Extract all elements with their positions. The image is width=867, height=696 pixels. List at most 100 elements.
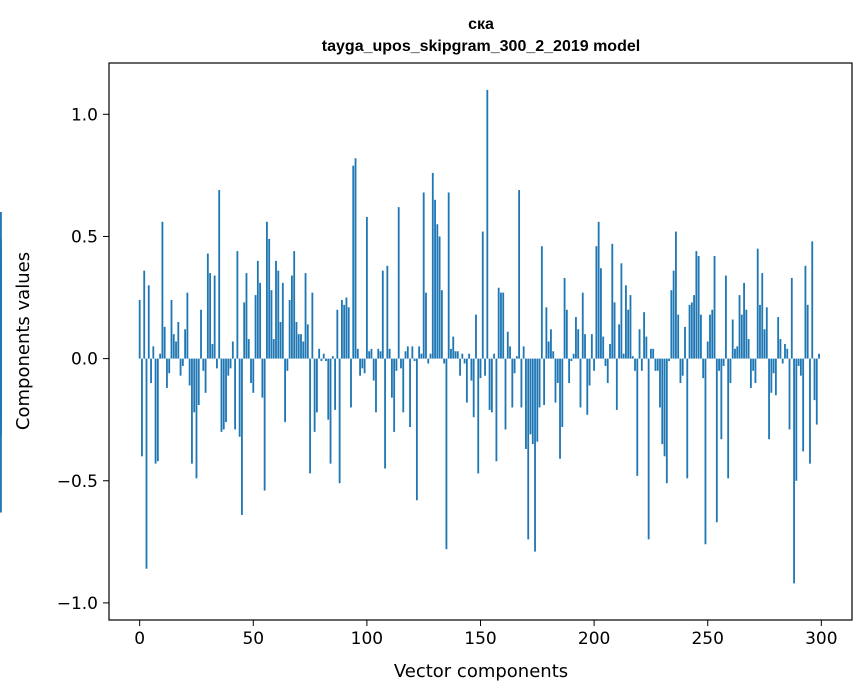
bar xyxy=(600,268,602,359)
bar xyxy=(611,243,614,359)
bar xyxy=(456,351,459,359)
bar xyxy=(452,336,455,359)
bar xyxy=(638,329,641,359)
bar xyxy=(497,287,500,359)
bar xyxy=(718,358,720,371)
bar xyxy=(663,358,666,457)
bar xyxy=(459,358,461,376)
bar xyxy=(372,358,375,381)
bar xyxy=(141,358,143,457)
bar xyxy=(390,358,393,398)
y-tick-label: 0.0 xyxy=(71,350,98,370)
bar xyxy=(797,358,800,366)
bar xyxy=(484,358,486,376)
chart-title: ска xyxy=(468,16,494,33)
bar xyxy=(502,292,505,359)
bar xyxy=(393,358,396,432)
bar xyxy=(475,314,477,359)
bar xyxy=(613,302,616,359)
bar xyxy=(0,336,2,359)
bar xyxy=(293,251,296,359)
bar xyxy=(241,358,243,515)
bar xyxy=(650,348,652,359)
bar xyxy=(211,343,214,359)
bar xyxy=(511,358,514,408)
bar xyxy=(575,317,577,359)
bar xyxy=(281,282,284,359)
bar xyxy=(518,190,521,359)
bar xyxy=(468,353,471,359)
bar xyxy=(143,270,146,359)
bar xyxy=(334,358,336,410)
bar xyxy=(525,358,527,449)
bar xyxy=(415,358,418,501)
bar xyxy=(590,334,593,359)
bar xyxy=(699,314,702,359)
bar xyxy=(406,346,409,359)
bar xyxy=(429,353,432,359)
bar xyxy=(697,256,700,359)
bar xyxy=(340,299,343,359)
bar xyxy=(534,358,536,552)
bar xyxy=(202,358,205,371)
bar xyxy=(234,358,237,430)
x-tick-label: 100 xyxy=(351,629,383,649)
bar xyxy=(263,358,266,491)
bar xyxy=(686,358,689,479)
bar xyxy=(761,273,764,359)
bar xyxy=(188,358,191,386)
bar xyxy=(138,299,141,359)
bar xyxy=(354,158,357,359)
bar xyxy=(440,290,443,359)
bar xyxy=(529,358,532,435)
bar xyxy=(434,199,436,359)
bar xyxy=(361,358,364,369)
bar xyxy=(563,277,566,359)
bar xyxy=(213,275,216,359)
bar xyxy=(556,358,559,384)
bar xyxy=(581,292,584,359)
bar xyxy=(634,358,636,371)
bar xyxy=(381,270,384,359)
bar xyxy=(359,358,361,376)
bar xyxy=(543,358,546,406)
bar xyxy=(625,285,627,359)
bar xyxy=(515,356,518,359)
bar-series xyxy=(0,89,820,584)
bar xyxy=(806,304,809,359)
bar xyxy=(747,339,750,359)
bar xyxy=(270,290,273,359)
bar xyxy=(754,358,757,384)
bar xyxy=(772,358,775,374)
bar xyxy=(472,358,475,418)
bar xyxy=(577,329,580,359)
bar xyxy=(572,353,575,359)
bar xyxy=(763,329,766,359)
bar xyxy=(693,295,695,359)
bar xyxy=(668,358,670,362)
bar xyxy=(547,341,550,359)
bar xyxy=(481,231,484,359)
bar xyxy=(352,165,355,359)
bar xyxy=(302,341,305,359)
bar xyxy=(229,358,232,369)
bar xyxy=(652,348,655,359)
bar xyxy=(659,358,661,408)
x-tick-label: 300 xyxy=(805,629,837,649)
bar xyxy=(736,346,739,359)
bar xyxy=(672,270,675,359)
bar xyxy=(818,353,820,359)
bar xyxy=(186,292,189,359)
bar xyxy=(677,314,680,359)
bar xyxy=(250,358,252,384)
bar xyxy=(227,358,230,376)
bar xyxy=(656,358,659,371)
bar xyxy=(752,358,755,371)
bar xyxy=(193,358,196,413)
bar xyxy=(790,277,793,359)
bar xyxy=(606,358,609,384)
bar xyxy=(279,321,282,359)
x-axis-ticks: 0 50 100 150 200 250 300 xyxy=(134,620,838,649)
bar xyxy=(559,358,561,459)
bar xyxy=(506,331,509,359)
